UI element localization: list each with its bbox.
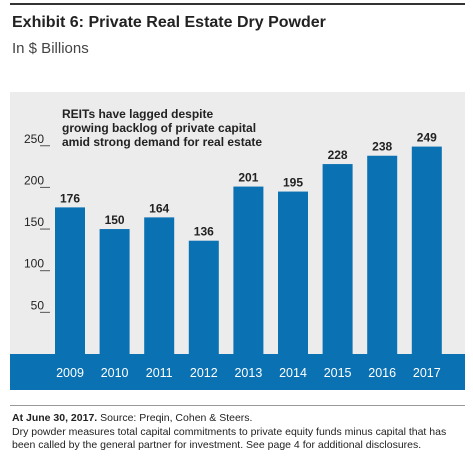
footer-rule (10, 405, 465, 406)
bar-data-label: 164 (149, 201, 169, 215)
bar (411, 146, 442, 354)
bar-chart: 50 100 150 200 250 REITs have lagged despiteg… (10, 92, 465, 390)
x-tick-label: 2010 (101, 366, 129, 380)
y-tick-label: 150 (24, 215, 44, 229)
chart-annotation-line: growing backlog of private capital (62, 121, 256, 135)
bar (188, 240, 219, 354)
bar-data-label: 201 (238, 171, 258, 185)
footer-source: Source: Preqin, Cohen & Steers. (100, 412, 253, 424)
chart-annotation-line: REITs have lagged despite (62, 107, 213, 121)
bar-data-label: 176 (60, 191, 80, 205)
footer-note: Dry powder measures total capital commit… (12, 426, 447, 451)
x-tick-label: 2012 (190, 366, 218, 380)
footer-source-line: At June 30, 2017. Source: Preqin, Cohen … (12, 412, 252, 424)
chart-annotation-line: amid strong demand for real estate (62, 135, 262, 149)
y-tick-label: 200 (24, 173, 44, 187)
bar-data-label: 249 (417, 131, 437, 145)
chart-title: Exhibit 6: Private Real Estate Dry Powde… (12, 14, 326, 31)
bar-data-label: 228 (328, 148, 348, 162)
bar (233, 186, 264, 354)
y-tick-label: 100 (24, 257, 44, 271)
x-tick-label: 2015 (324, 366, 352, 380)
x-tick-label: 2011 (146, 366, 173, 380)
y-tick-label: 50 (31, 298, 45, 312)
bar (322, 164, 353, 354)
bar (144, 217, 175, 354)
footer-date: At June 30, 2017. (12, 412, 98, 424)
bar-data-label: 136 (194, 225, 214, 239)
x-tick-label: 2013 (234, 366, 262, 380)
y-tick-label: 250 (24, 132, 44, 146)
bar (55, 207, 85, 354)
top-rule (10, 3, 465, 5)
bar (278, 191, 308, 354)
x-tick-label: 2009 (56, 366, 84, 380)
bar (99, 229, 130, 354)
bar-data-label: 195 (283, 176, 303, 190)
bar (367, 155, 398, 354)
bar-data-label: 150 (105, 213, 125, 227)
chart-subtitle: In $ Billions (12, 40, 89, 57)
x-axis-band (10, 354, 465, 390)
bar-data-label: 238 (372, 140, 392, 154)
x-tick-label: 2016 (368, 366, 396, 380)
chart-area: 50 100 150 200 250 REITs have lagged despite g… (10, 92, 465, 390)
x-tick-label: 2014 (279, 366, 307, 380)
x-tick-label: 2017 (413, 366, 441, 380)
